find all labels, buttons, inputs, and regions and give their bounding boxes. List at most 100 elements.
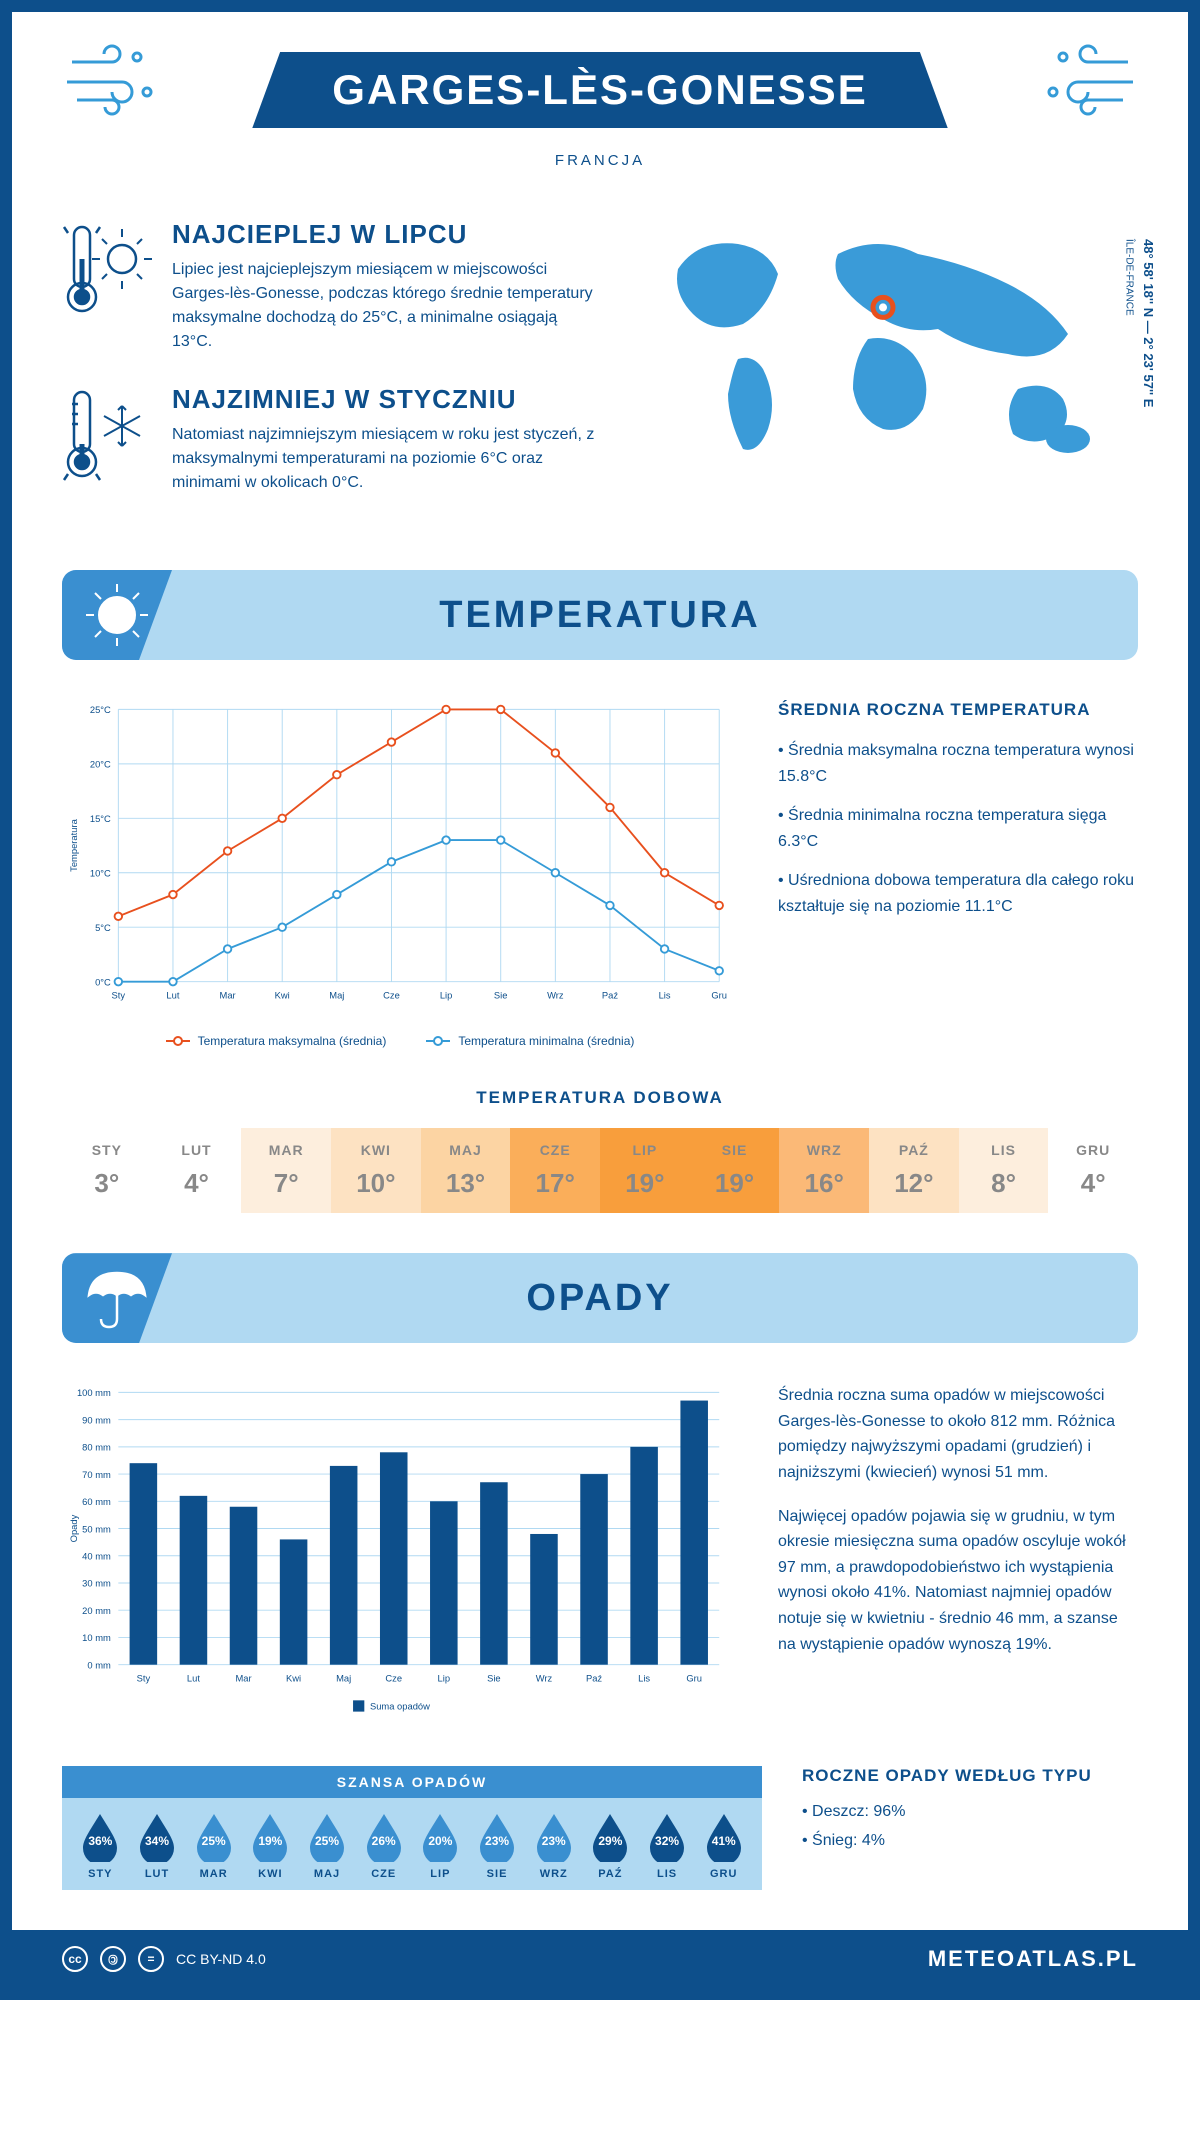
svg-text:10 mm: 10 mm xyxy=(82,1633,111,1643)
coords-text: 48° 58' 18'' N — 2° 23' 57'' E xyxy=(1141,239,1156,407)
svg-text:Sty: Sty xyxy=(112,991,126,1001)
svg-text:Wrz: Wrz xyxy=(536,1674,553,1684)
drop-icon: 23% xyxy=(476,1812,518,1862)
svg-text:30 mm: 30 mm xyxy=(82,1579,111,1589)
precip-type-item: • Deszcz: 96% xyxy=(802,1798,1138,1827)
coldest-block: NAJZIMNIEJ W STYCZNIU Natomiast najzimni… xyxy=(62,384,598,500)
svg-text:Kwi: Kwi xyxy=(275,991,290,1001)
daily-temp-grid: STY3° LUT4° MAR7° KWI10° MAJ13° CZE17° L… xyxy=(62,1128,1138,1213)
coldest-title: NAJZIMNIEJ W STYCZNIU xyxy=(172,384,598,415)
svg-text:25°C: 25°C xyxy=(90,705,111,715)
drop-icon: 25% xyxy=(193,1812,235,1862)
chance-title: SZANSA OPADÓW xyxy=(62,1766,762,1798)
precip-p1: Średnia roczna suma opadów w miejscowośc… xyxy=(778,1383,1138,1485)
daily-temp-cell: CZE17° xyxy=(510,1128,600,1213)
drop-icon: 25% xyxy=(306,1812,348,1862)
license-text: CC BY-ND 4.0 xyxy=(176,1951,266,1967)
daily-temp-cell: LIP19° xyxy=(600,1128,690,1213)
drop-icon: 26% xyxy=(363,1812,405,1862)
drop-icon: 36% xyxy=(79,1812,121,1862)
wind-icon xyxy=(62,42,162,136)
daily-temp-cell: MAR7° xyxy=(241,1128,331,1213)
temperature-chart-section: 0°C5°C10°C15°C20°C25°CStyLutMarKwiMajCze… xyxy=(12,660,1188,1088)
svg-text:20 mm: 20 mm xyxy=(82,1606,111,1616)
legend-item: .legend-swatch[style*='#e8501e']::after{… xyxy=(166,1034,387,1048)
svg-text:Lip: Lip xyxy=(440,991,453,1001)
warmest-block: NAJCIEPLEJ W LIPCU Lipiec jest najcieple… xyxy=(62,219,598,354)
precip-p2: Najwięcej opadów pojawia się w grudniu, … xyxy=(778,1504,1138,1658)
chance-cell: 34% LUT xyxy=(129,1812,186,1880)
svg-text:10°C: 10°C xyxy=(90,869,111,879)
region-text: ÎLE-DE-FRANCE xyxy=(1124,239,1135,316)
chance-row: 36% STY 34% LUT 25% MAR 19% KWI xyxy=(62,1798,762,1890)
chance-cell: 26% CZE xyxy=(355,1812,412,1880)
svg-text:Mar: Mar xyxy=(235,1674,251,1684)
svg-text:5°C: 5°C xyxy=(95,923,111,933)
precipitation-bar-chart: 0 mm10 mm20 mm30 mm40 mm50 mm60 mm70 mm8… xyxy=(62,1383,738,1721)
daily-temp-cell: MAJ13° xyxy=(421,1128,511,1213)
precipitation-header: OPADY xyxy=(62,1253,1138,1343)
temperature-header: TEMPERATURA xyxy=(62,570,1138,660)
svg-text:Lut: Lut xyxy=(166,991,179,1001)
wind-icon xyxy=(1038,42,1138,136)
chance-cell: 41% GRU xyxy=(695,1812,752,1880)
intro-section: NAJCIEPLEJ W LIPCU Lipiec jest najcieple… xyxy=(12,199,1188,570)
temperature-legend: .legend-swatch[style*='#e8501e']::after{… xyxy=(62,1034,738,1048)
umbrella-icon xyxy=(62,1253,172,1343)
svg-text:Maj: Maj xyxy=(336,1674,351,1684)
temp-bullet: • Średnia minimalna roczna temperatura s… xyxy=(778,803,1138,854)
temperature-summary: ŚREDNIA ROCZNA TEMPERATURA • Średnia mak… xyxy=(778,700,1138,1048)
infographic-container: GARGES-LÈS-GONESSE FRANCJA NAJCIEPLEJ W … xyxy=(0,0,1200,2000)
avg-temp-title: ŚREDNIA ROCZNA TEMPERATURA xyxy=(778,700,1138,720)
precipitation-chance: SZANSA OPADÓW 36% STY 34% LUT 25% MAR 19… xyxy=(62,1766,762,1890)
svg-text:Paź: Paź xyxy=(602,991,618,1001)
drop-icon: 19% xyxy=(249,1812,291,1862)
precipitation-title: OPADY xyxy=(526,1277,673,1320)
chance-cell: 19% KWI xyxy=(242,1812,299,1880)
drop-icon: 29% xyxy=(589,1812,631,1862)
temperature-title: TEMPERATURA xyxy=(439,594,761,637)
svg-text:Opady: Opady xyxy=(69,1515,79,1543)
svg-text:Gru: Gru xyxy=(686,1674,702,1684)
svg-text:90 mm: 90 mm xyxy=(82,1416,111,1426)
svg-text:Lis: Lis xyxy=(659,991,671,1001)
svg-text:Mar: Mar xyxy=(220,991,236,1001)
svg-text:Gru: Gru xyxy=(711,991,727,1001)
svg-text:Cze: Cze xyxy=(383,991,400,1001)
svg-text:Maj: Maj xyxy=(329,991,344,1001)
header: GARGES-LÈS-GONESSE FRANCJA xyxy=(12,12,1188,199)
svg-text:40 mm: 40 mm xyxy=(82,1552,111,1562)
daily-temp-cell: WRZ16° xyxy=(779,1128,869,1213)
world-map-container: 48° 58' 18'' N — 2° 23' 57'' E ÎLE-DE-FR… xyxy=(638,219,1138,530)
precipitation-summary: Średnia roczna suma opadów w miejscowośc… xyxy=(778,1383,1138,1726)
drop-icon: 41% xyxy=(703,1812,745,1862)
chance-cell: 36% STY xyxy=(72,1812,129,1880)
thermometer-hot-icon xyxy=(62,219,152,354)
temp-bullet: • Średnia maksymalna roczna temperatura … xyxy=(778,738,1138,789)
svg-text:50 mm: 50 mm xyxy=(82,1525,111,1535)
svg-text:100 mm: 100 mm xyxy=(77,1388,111,1398)
svg-text:70 mm: 70 mm xyxy=(82,1470,111,1480)
chance-cell: 32% LIS xyxy=(639,1812,696,1880)
coldest-text: Natomiast najzimniejszym miesiącem w rok… xyxy=(172,423,598,495)
precip-type-title: ROCZNE OPADY WEDŁUG TYPU xyxy=(802,1766,1138,1786)
daily-temp-cell: GRU4° xyxy=(1048,1128,1138,1213)
svg-text:80 mm: 80 mm xyxy=(82,1443,111,1453)
temp-bullet: • Uśredniona dobowa temperatura dla całe… xyxy=(778,868,1138,919)
svg-text:Lip: Lip xyxy=(438,1674,451,1684)
daily-temp-cell: PAŹ12° xyxy=(869,1128,959,1213)
svg-text:Temperatura: Temperatura xyxy=(69,818,79,871)
chance-cell: 23% WRZ xyxy=(525,1812,582,1880)
svg-text:15°C: 15°C xyxy=(90,814,111,824)
daily-temp-cell: STY3° xyxy=(62,1128,152,1213)
footer: cc 🄯 = CC BY-ND 4.0 METEOATLAS.PL xyxy=(12,1930,1188,1988)
precip-type-item: • Śnieg: 4% xyxy=(802,1827,1138,1856)
svg-text:Lis: Lis xyxy=(638,1674,650,1684)
daily-temp-cell: LIS8° xyxy=(959,1128,1049,1213)
daily-temperature: TEMPERATURA DOBOWA STY3° LUT4° MAR7° KWI… xyxy=(62,1088,1138,1213)
svg-text:Paź: Paź xyxy=(586,1674,602,1684)
sun-icon xyxy=(62,570,172,660)
chance-cell: 25% MAR xyxy=(185,1812,242,1880)
daily-temp-title: TEMPERATURA DOBOWA xyxy=(62,1088,1138,1108)
drop-icon: 23% xyxy=(533,1812,575,1862)
